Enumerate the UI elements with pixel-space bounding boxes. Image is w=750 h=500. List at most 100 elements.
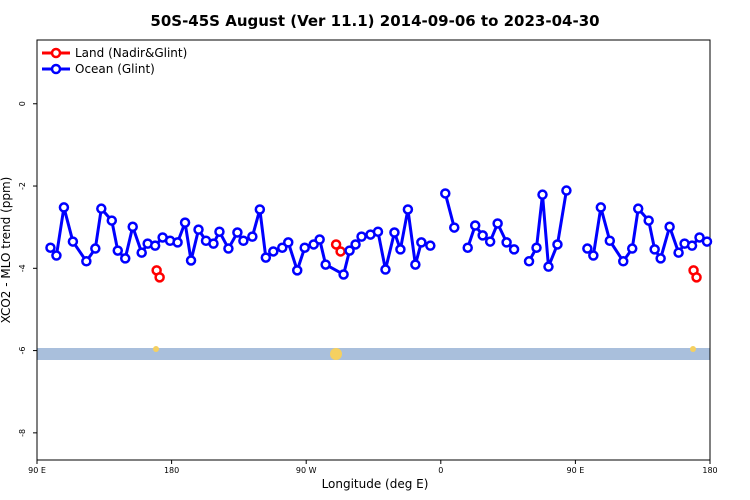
data-point [440,188,451,199]
x-axis-label: Longitude (deg E) [322,477,429,491]
data-point [588,250,599,261]
legend-marker [50,47,62,59]
data-point [172,237,183,248]
data-point [90,243,101,254]
data-point [81,256,92,267]
data-point [179,217,191,228]
data-point [223,243,234,254]
data-point [686,240,698,251]
x-tick-label: 90 W [296,466,317,475]
legend-label: Land (Nadir&Glint) [75,46,187,60]
data-point [67,236,79,247]
data-point [372,226,384,237]
data-point [380,264,391,275]
x-tick-label: 90 E [567,466,585,475]
data-point [395,244,406,255]
data-point [425,240,436,251]
data-point [136,247,147,258]
data-point [119,253,131,264]
data-point [691,272,702,283]
data-point [283,237,294,248]
data-point [643,215,654,226]
x-tick-label: 180 [164,466,179,475]
data-point [649,244,660,255]
data-point [523,256,535,267]
data-point [694,232,705,243]
y-tick-label: -8 [18,429,27,437]
data-point [260,252,272,263]
y-tick-label: 0 [18,101,27,106]
data-point [501,237,512,248]
x-tick-label: 0 [438,466,443,475]
data-point [238,235,249,246]
data-point [508,244,520,255]
band [37,348,710,360]
data-point [543,261,554,272]
data-point [247,231,258,242]
data-point [552,239,563,250]
band-spot [153,346,159,352]
legend: Land (Nadir&Glint) Ocean (Glint) [42,46,187,76]
data-point [96,203,107,214]
data-point [477,230,488,241]
y-tick-label: -4 [18,264,27,272]
data-point [314,234,325,245]
data-point [561,185,572,196]
x-tick-label: 90 E [28,466,46,475]
data-point [45,242,56,253]
y-axis-label: XCO2 - MLO trend (ppm) [0,177,13,324]
data-point [416,237,427,248]
data-point [389,227,400,238]
data-point [232,227,243,238]
band-spot [690,346,696,352]
data-point [449,222,460,233]
data-point [338,269,349,280]
y-tick-label: -6 [18,347,27,355]
data-point [595,202,607,213]
data-point [112,245,124,256]
data-point [632,203,644,214]
data-point [299,242,310,253]
data-point [701,236,713,247]
data-point [673,247,684,258]
data-point [51,250,62,261]
data-point [330,239,342,250]
data-point [402,204,414,215]
data-point [604,235,616,246]
data-point [344,245,355,256]
data-point [582,243,593,254]
data-point [350,239,361,250]
data-point [335,246,346,257]
data-point [484,236,496,247]
data-point [127,221,138,233]
data-point [537,189,548,200]
data-point [106,215,118,226]
chart-title: 50S-45S August (Ver 11.1) 2014-09-06 to … [150,12,599,30]
data-point [185,255,197,266]
data-point [149,240,161,251]
data-point [462,242,473,253]
data-point [208,238,219,249]
data-point [254,204,266,215]
data-point [492,218,503,229]
data-point [291,265,303,276]
data-point [58,202,70,213]
data-point [154,272,165,283]
data-point [626,243,638,254]
data-point [320,259,331,270]
data-point [655,253,666,264]
data-point [193,224,204,235]
surface-band [37,346,710,360]
plot-frame [36,39,711,461]
x-tick-label: 180 [702,466,717,475]
data-point [664,221,675,233]
data-point [356,231,367,242]
legend-label: Ocean (Glint) [75,62,155,76]
data-point [410,259,421,270]
band-spot [330,348,342,360]
data-point [469,220,481,231]
data-point [531,242,542,253]
legend-marker [50,63,62,75]
data-point [268,246,279,257]
